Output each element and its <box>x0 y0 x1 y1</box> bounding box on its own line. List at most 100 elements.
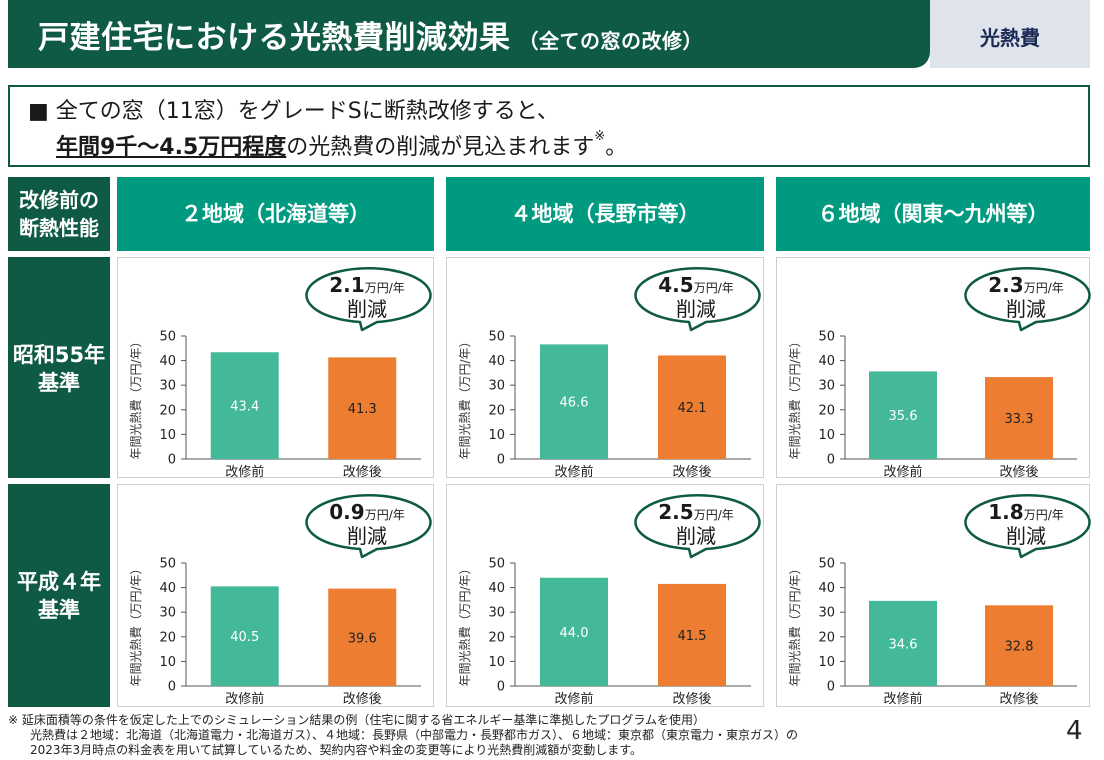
bubble-shape <box>964 267 1091 332</box>
y-tick-label: 10 <box>488 428 505 443</box>
x-category-label: 改修前 <box>225 691 264 706</box>
x-category-label: 改修後 <box>343 692 382 706</box>
bar-after <box>985 605 1053 686</box>
row-label-h4-2: 基準 <box>38 598 80 622</box>
y-tick-label: 40 <box>488 581 505 596</box>
y-tick-label: 40 <box>818 581 835 596</box>
column-header-region-4: ４地域（長野市等） <box>446 177 764 251</box>
y-tick-label: 10 <box>159 428 176 443</box>
chart-panel: 2.5万円/年 削減 年間光熱費（万円/年） 0 10 20 30 40 50 44.0 改修前 41… <box>446 484 764 707</box>
y-tick-label: 30 <box>818 606 835 621</box>
bubble-shape <box>305 267 432 332</box>
x-category-label: 改修前 <box>554 464 593 477</box>
y-tick-label: 10 <box>488 655 505 670</box>
bubble-text: 1.8万円/年 削減 <box>961 500 1091 548</box>
y-tick-label: 10 <box>159 655 176 670</box>
savings-value: 2.5 <box>658 500 694 524</box>
y-axis-title: 年間光熱費（万円/年） <box>128 335 143 459</box>
chart-panel: 1.8万円/年 削減 年間光熱費（万円/年） 0 10 20 30 40 50 34.6 改修前 32… <box>776 484 1091 707</box>
y-tick-label: 50 <box>488 557 505 572</box>
x-category-label: 改修後 <box>999 465 1038 477</box>
y-tick-label: 40 <box>159 581 176 596</box>
bar-chart: 年間光熱費（万円/年） 0 10 20 30 40 50 34.6 改修前 32.8 改修後 <box>787 557 1077 706</box>
savings-unit: 万円/年 <box>364 281 405 295</box>
summary-end: 。 <box>605 135 628 160</box>
page-title-main: 戸建住宅における光熱費削減効果 <box>38 20 511 56</box>
savings-label: 削減 <box>1006 524 1046 548</box>
y-tick-label: 0 <box>497 453 505 468</box>
savings-bubble: 0.9万円/年 削減 <box>302 491 432 563</box>
title-bar: 戸建住宅における光熱費削減効果 （全ての窓の改修） <box>8 0 930 68</box>
y-tick-label: 20 <box>488 403 505 418</box>
page-subtitle: （全ての窓の改修） <box>518 29 703 53</box>
footnote-line-1: ※ 延床面積等の条件を仮定した上でのシミュレーション結果の例（住宅に関する省エネ… <box>8 713 706 727</box>
x-category-label: 改修後 <box>343 465 382 477</box>
y-tick-label: 30 <box>818 379 835 394</box>
chart-panel: 2.3万円/年 削減 年間光熱費（万円/年） 0 10 20 30 40 50 35.6 改修前 33… <box>776 257 1091 478</box>
y-tick-label: 50 <box>818 557 835 572</box>
y-tick-label: 0 <box>497 680 505 695</box>
savings-bubble: 2.1万円/年 削減 <box>302 264 432 336</box>
y-axis-title: 年間光熱費（万円/年） <box>128 562 143 686</box>
x-category-label: 改修後 <box>672 692 711 706</box>
bar-value-label: 42.1 <box>678 401 707 416</box>
savings-unit: 万円/年 <box>364 508 405 522</box>
bubble-shape <box>634 267 761 332</box>
bar-chart: 年間光熱費（万円/年） 0 10 20 30 40 50 35.6 改修前 33.3 改修後 <box>787 330 1077 477</box>
y-axis-title: 年間光熱費（万円/年） <box>787 335 802 459</box>
bar-value-label: 35.6 <box>889 409 918 424</box>
row-label-s55-2: 基準 <box>38 371 80 395</box>
y-tick-label: 20 <box>159 403 176 418</box>
y-tick-label: 20 <box>488 630 505 645</box>
summary-rest: の光熱費の削減が見込まれます <box>286 135 595 160</box>
bar-before <box>210 352 279 459</box>
bar-after <box>328 588 397 686</box>
footnote: ※ 延床面積等の条件を仮定した上でのシミュレーション結果の例（住宅に関する省エネ… <box>8 713 1048 758</box>
y-tick-label: 40 <box>488 354 505 369</box>
y-tick-label: 30 <box>488 606 505 621</box>
bar-value-label: 46.6 <box>560 396 589 411</box>
row-header-s55: 昭和55年 基準 <box>8 257 110 478</box>
bubble-shape <box>305 494 432 559</box>
corner-label-1: 改修前の <box>19 188 99 212</box>
savings-value: 0.9 <box>329 500 365 524</box>
page-number: 4 <box>1066 716 1083 746</box>
row-label-h4-1: 平成４年 <box>17 570 101 594</box>
bar-value-label: 44.0 <box>560 626 589 641</box>
column-header-region-6: ６地域（関東～九州等） <box>776 177 1090 251</box>
chart-panel: 2.1万円/年 削減 年間光熱費（万円/年） 0 10 20 30 40 50 43.4 改修前 41… <box>117 257 434 478</box>
summary-emphasis: 年間9千～4.5万円程度 <box>56 135 287 160</box>
savings-value: 2.1 <box>329 273 365 297</box>
row-label-s55-1: 昭和55年 <box>12 343 106 367</box>
y-tick-label: 20 <box>818 403 835 418</box>
x-category-label: 改修後 <box>672 465 711 477</box>
summary-box: ■ 全ての窓（11窓）をグレードSに断熱改修すると、 年間9千～4.5万円程度の… <box>8 85 1090 167</box>
x-category-label: 改修前 <box>883 691 922 706</box>
bar-after <box>658 355 726 459</box>
bar-chart: 年間光熱費（万円/年） 0 10 20 30 40 50 44.0 改修前 41.5 改修後 <box>457 557 751 706</box>
footnote-line-2: 光熱費は２地域：北海道（北海道電力・北海道ガス）、４地域：長野県（中部電力・長野… <box>30 728 799 742</box>
row-header-h4: 平成４年 基準 <box>8 484 110 707</box>
bar-after <box>328 357 397 459</box>
savings-value: 2.3 <box>988 273 1024 297</box>
savings-bubble: 1.8万円/年 削減 <box>961 491 1091 563</box>
bar-value-label: 41.5 <box>678 629 707 644</box>
summary-note-mark: ※ <box>594 129 606 144</box>
section-tag: 光熱費 <box>930 0 1090 68</box>
y-axis-title: 年間光熱費（万円/年） <box>457 562 472 686</box>
y-tick-label: 0 <box>168 453 176 468</box>
y-tick-label: 20 <box>818 630 835 645</box>
bubble-text: 2.5万円/年 削減 <box>631 500 761 548</box>
savings-value: 1.8 <box>988 500 1024 524</box>
savings-bubble: 4.5万円/年 削減 <box>631 264 761 336</box>
savings-unit: 万円/年 <box>693 508 734 522</box>
x-category-label: 改修後 <box>999 692 1038 706</box>
y-tick-label: 10 <box>818 655 835 670</box>
y-tick-label: 0 <box>827 680 835 695</box>
savings-value: 4.5 <box>658 273 694 297</box>
bar-value-label: 40.5 <box>230 630 259 645</box>
y-tick-label: 50 <box>488 330 505 345</box>
summary-line-2: 年間9千～4.5万円程度の光熱費の削減が見込まれます※。 <box>56 129 627 161</box>
bar-before <box>869 600 937 686</box>
bar-before <box>210 586 279 686</box>
